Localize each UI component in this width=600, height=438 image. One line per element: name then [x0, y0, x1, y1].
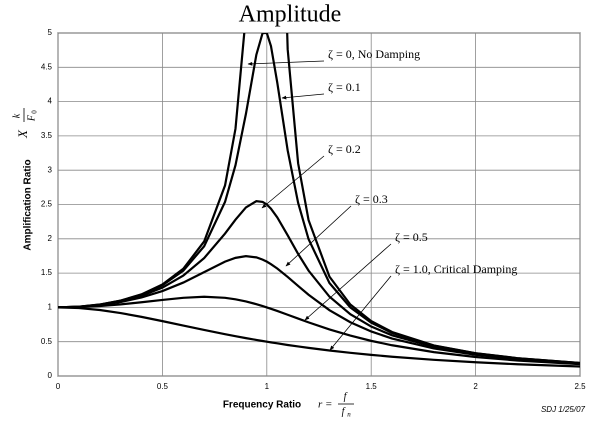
annotation-arrow — [261, 155, 325, 209]
y-formula-subscript: 0 — [31, 110, 39, 114]
y-tick-label: 3 — [48, 165, 53, 174]
x-axis-label: Frequency Ratio — [223, 400, 301, 411]
y-tick-label: 1.5 — [41, 268, 53, 277]
annotation-arrow — [247, 60, 325, 66]
series-annotation: ζ = 0, No Damping — [328, 47, 420, 61]
curve — [58, 255, 580, 365]
x-formula: r = f f n — [318, 391, 354, 419]
series-annotation: ζ = 0.5 — [395, 230, 428, 244]
y-formula-symbol: X — [15, 129, 30, 139]
x-tick-label: 1.5 — [366, 382, 378, 391]
x-tick-label: 0 — [56, 382, 61, 391]
y-tick-label: 4.5 — [41, 62, 53, 71]
series-annotation: ζ = 1.0, Critical Damping — [395, 262, 517, 276]
x-tick-label: 1 — [265, 382, 270, 391]
y-tick-label: 1 — [48, 303, 53, 312]
series-annotation: ζ = 0.1 — [328, 80, 361, 94]
x-tick-label: 0.5 — [157, 382, 169, 391]
x-tick-label: 2 — [473, 382, 478, 391]
curve — [58, 306, 580, 368]
x-formula-denominator: f — [342, 406, 346, 417]
y-tick-label: 3.5 — [41, 131, 53, 140]
y-tick-label: 2 — [48, 234, 53, 243]
curve — [58, 33, 580, 365]
y-tick-label: 0.5 — [41, 337, 53, 346]
annotation-arrow — [285, 205, 352, 267]
plot-area — [58, 33, 580, 368]
y-tick-label: 2.5 — [41, 200, 53, 209]
curve — [58, 200, 580, 365]
chart-title: Amplitude — [239, 2, 342, 28]
y-formula: X k F 0 — [11, 108, 39, 139]
x-tick-label: 2.5 — [574, 382, 586, 391]
annotation-arrow — [304, 243, 392, 321]
curve — [58, 33, 580, 365]
y-tick-label: 5 — [48, 28, 53, 37]
y-tick-label: 0 — [48, 371, 53, 380]
y-formula-numerator: k — [11, 113, 22, 118]
y-formula-denominator: F — [26, 114, 37, 122]
x-formula-numerator: f — [344, 391, 348, 402]
annotation-arrow — [329, 275, 392, 351]
annotation-arrow — [281, 93, 325, 100]
curve — [58, 295, 580, 366]
series-annotation: ζ = 0.2 — [328, 142, 361, 156]
series-annotation: ζ = 0.3 — [355, 192, 388, 206]
x-formula-lhs: r = — [318, 399, 332, 411]
note: SDJ 1/25/07 — [541, 405, 586, 414]
x-formula-subscript: n — [347, 411, 351, 419]
y-axis-label: Amplification Ratio — [23, 159, 34, 250]
y-tick-label: 4 — [48, 97, 53, 106]
